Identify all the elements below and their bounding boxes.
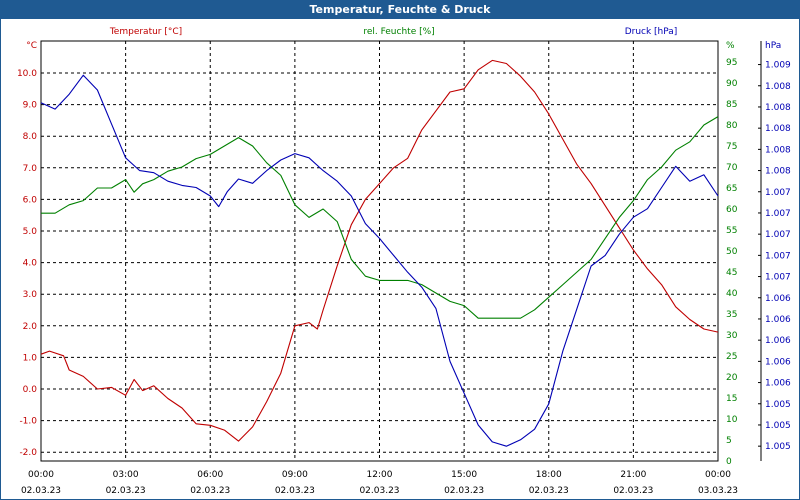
right-axis-humidity-tick: 80 bbox=[726, 121, 738, 131]
x-tick-date: 02.03.23 bbox=[529, 486, 569, 496]
right-axis-humidity-tick: 0 bbox=[726, 457, 732, 467]
right-axis-pressure-tick: 1.007 bbox=[765, 251, 791, 261]
right-axis-pressure-tick: 1.008 bbox=[765, 167, 791, 177]
right-axis-humidity-tick: 10 bbox=[726, 415, 738, 425]
left-axis-tick: 3.0 bbox=[23, 290, 38, 300]
right-axis-pressure-tick: 1.005 bbox=[765, 442, 791, 452]
title-bar bbox=[1, 1, 799, 19]
humidity-line bbox=[41, 116, 719, 319]
x-tick-date: 02.03.23 bbox=[359, 486, 399, 496]
right-axis-humidity-tick: 75 bbox=[726, 142, 737, 152]
right-axis-pressure-tick: 1.007 bbox=[765, 209, 791, 219]
x-tick-time: 18:00 bbox=[536, 470, 562, 480]
x-tick-time: 03:00 bbox=[113, 470, 139, 480]
series-label: Temperatur [°C] bbox=[109, 27, 182, 37]
right-axis-pressure-tick: 1.006 bbox=[765, 357, 791, 367]
right-axis-pressure-tick: 1.008 bbox=[765, 145, 791, 155]
temperature-line bbox=[40, 59, 719, 442]
left-axis-tick: 7.0 bbox=[23, 164, 38, 174]
pressure-line bbox=[40, 74, 719, 447]
series-label: rel. Feuchte [%] bbox=[363, 27, 434, 37]
right-axis-pressure-tick: 1.006 bbox=[765, 315, 791, 325]
left-axis-tick: 10.0 bbox=[17, 69, 37, 79]
right-axis-humidity-tick: 30 bbox=[726, 331, 738, 341]
right-axis-pressure-tick: 1.006 bbox=[765, 294, 791, 304]
right-axis-pressure-tick: 1.006 bbox=[765, 379, 791, 389]
series-label: Druck [hPa] bbox=[625, 27, 678, 37]
right-axis-humidity-tick: 25 bbox=[726, 352, 737, 362]
left-axis-tick: 4.0 bbox=[23, 259, 38, 269]
right-axis-pressure-tick: 1.006 bbox=[765, 336, 791, 346]
left-axis-tick: 9.0 bbox=[23, 101, 38, 111]
x-tick-date: 02.03.23 bbox=[275, 486, 315, 496]
x-tick-time: 00:00 bbox=[28, 470, 54, 480]
right-axis-pressure-tick: 1.008 bbox=[765, 124, 791, 134]
left-axis-tick: 6.0 bbox=[23, 195, 38, 205]
x-tick-date: 02.03.23 bbox=[106, 486, 146, 496]
right-axis-pressure-tick: 1.009 bbox=[765, 61, 791, 71]
left-axis-tick: 2.0 bbox=[23, 322, 38, 332]
right-axis-pressure-tick: 1.007 bbox=[765, 273, 791, 283]
right-axis-pressure-tick: 1.005 bbox=[765, 400, 791, 410]
right-axis-humidity-tick: 85 bbox=[726, 100, 737, 110]
x-tick-time: 00:00 bbox=[705, 470, 731, 480]
right-axis-pressure-tick: 1.008 bbox=[765, 82, 791, 92]
right-axis-humidity-tick: 95 bbox=[726, 58, 737, 68]
left-axis-tick: 1.0 bbox=[23, 353, 38, 363]
right-axis-humidity-tick: 15 bbox=[726, 394, 737, 404]
right-axis-humidity-tick: 35 bbox=[726, 310, 737, 320]
x-tick-time: 21:00 bbox=[620, 470, 646, 480]
x-tick-time: 06:00 bbox=[197, 470, 223, 480]
x-tick-time: 15:00 bbox=[451, 470, 477, 480]
right-axis-humidity-tick: 20 bbox=[726, 373, 738, 383]
left-axis-tick: 0.0 bbox=[23, 385, 38, 395]
left-axis-tick: 5.0 bbox=[23, 227, 38, 237]
chart-title: Temperatur, Feuchte & Druck bbox=[309, 3, 491, 16]
right-axis-humidity-tick: 45 bbox=[726, 268, 737, 278]
x-tick-date: 02.03.23 bbox=[190, 486, 230, 496]
right-axis-humidity-tick: 5 bbox=[726, 436, 732, 446]
x-tick-time: 09:00 bbox=[282, 470, 308, 480]
right-axis-humidity-tick: 40 bbox=[726, 289, 738, 299]
left-axis-tick: 8.0 bbox=[23, 132, 38, 142]
x-tick-date: 02.03.23 bbox=[21, 486, 61, 496]
left-axis-unit: °C bbox=[26, 41, 37, 51]
right-axis-humidity-tick: 50 bbox=[726, 247, 738, 257]
right-axis-pressure-tick: 1.007 bbox=[765, 188, 791, 198]
right-axis-pressure-tick: 1.007 bbox=[765, 230, 791, 240]
x-tick-time: 12:00 bbox=[367, 470, 393, 480]
left-axis-tick: -2.0 bbox=[19, 448, 37, 458]
right-axis-humidity-tick: 55 bbox=[726, 226, 737, 236]
right-axis-pressure-unit: hPa bbox=[765, 41, 781, 51]
x-tick-date: 03.03.23 bbox=[698, 486, 738, 496]
right-axis-humidity-tick: 70 bbox=[726, 163, 738, 173]
right-axis-humidity-tick: 90 bbox=[726, 79, 738, 89]
left-axis-tick: -1.0 bbox=[19, 417, 37, 427]
x-tick-date: 02.03.23 bbox=[444, 486, 484, 496]
right-axis-humidity-tick: 65 bbox=[726, 184, 737, 194]
x-tick-date: 02.03.23 bbox=[613, 486, 653, 496]
right-axis-humidity-unit: % bbox=[726, 41, 735, 51]
right-axis-humidity-tick: 60 bbox=[726, 205, 738, 215]
right-axis-pressure-tick: 1.008 bbox=[765, 103, 791, 113]
right-axis-pressure-tick: 1.005 bbox=[765, 421, 791, 431]
